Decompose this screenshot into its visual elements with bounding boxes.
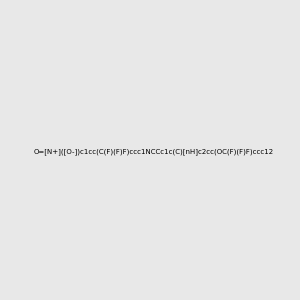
- Text: O=[N+]([O-])c1cc(C(F)(F)F)ccc1NCCc1c(C)[nH]c2cc(OC(F)(F)F)ccc12: O=[N+]([O-])c1cc(C(F)(F)F)ccc1NCCc1c(C)[…: [34, 148, 274, 155]
